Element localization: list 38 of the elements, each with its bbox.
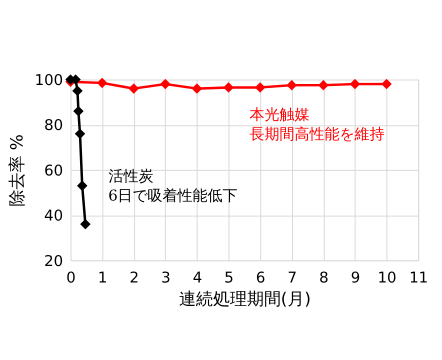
point [72, 86, 83, 96]
y-tick-label: 40 [44, 206, 64, 225]
annotation: 長期間高性能を維持 [249, 125, 384, 144]
x-tick-label: 7 [288, 268, 297, 287]
point [350, 78, 360, 90]
point [96, 78, 108, 88]
x-tick-label: 9 [350, 268, 360, 287]
y-tick-label: 60 [44, 161, 64, 180]
x-tick-label: 4 [192, 268, 202, 287]
point [223, 82, 234, 93]
x-tick-label: 0 [66, 268, 76, 287]
y-tick-label: 80 [44, 116, 64, 134]
point [77, 180, 88, 191]
x-tick-label: 3 [161, 268, 171, 287]
x-axis-title: 連続処理期間(月) [178, 288, 311, 309]
point [160, 78, 171, 90]
point [286, 80, 297, 90]
y-tick-label: 100 [34, 71, 64, 89]
x-tick-label: 8 [319, 268, 329, 287]
point [254, 82, 266, 93]
x-tick-label: 1 [98, 268, 108, 287]
series-label: 活性炭 [108, 166, 154, 185]
point [73, 106, 84, 116]
x-tick-label: 11 [409, 268, 428, 287]
point [381, 78, 392, 90]
series-label: 本光触媒 [249, 105, 310, 124]
x-tick-label: 2 [129, 268, 139, 287]
point [74, 128, 86, 139]
x-tick-label: 6 [256, 268, 266, 287]
annotation: 6日で吸着性能低下 [108, 186, 238, 205]
point [192, 83, 202, 94]
y-tick-label: 20 [44, 252, 64, 270]
x-tick-label: 10 [378, 268, 397, 287]
y-axis-title: 除去率 % [6, 134, 27, 207]
point [318, 80, 329, 90]
point [80, 218, 91, 230]
point [128, 83, 139, 94]
x-tick-label: 5 [224, 268, 234, 287]
